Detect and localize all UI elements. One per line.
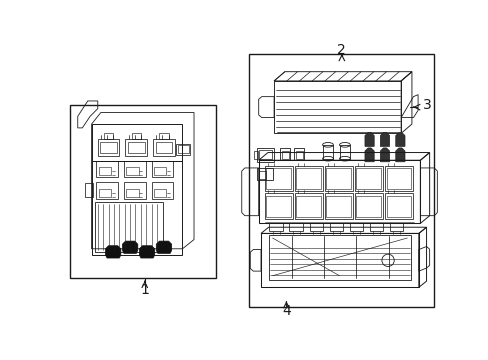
Bar — [123, 182, 145, 199]
Bar — [259, 150, 271, 159]
Bar — [261, 233, 418, 287]
Bar — [249, 54, 433, 307]
Bar — [281, 151, 288, 159]
Bar — [354, 166, 383, 191]
Bar — [266, 168, 290, 189]
Bar — [99, 189, 111, 197]
Bar — [159, 133, 168, 139]
Bar — [293, 148, 304, 160]
Bar — [123, 161, 145, 177]
Bar — [326, 195, 350, 217]
Polygon shape — [395, 148, 404, 162]
Bar — [178, 145, 188, 153]
Polygon shape — [380, 148, 389, 162]
Polygon shape — [364, 148, 373, 162]
Bar — [384, 193, 413, 219]
Bar — [151, 161, 173, 177]
Text: 1: 1 — [140, 283, 149, 297]
Bar — [258, 160, 420, 223]
Bar — [95, 202, 163, 252]
Bar — [259, 171, 265, 179]
Bar — [386, 195, 410, 217]
Bar — [154, 189, 166, 197]
Bar — [356, 168, 380, 189]
Text: 4: 4 — [282, 304, 290, 318]
Bar — [126, 189, 138, 197]
Bar — [96, 161, 118, 177]
Bar — [264, 166, 293, 191]
Polygon shape — [364, 132, 373, 147]
Bar — [354, 193, 383, 219]
Bar — [294, 193, 323, 219]
Text: 2: 2 — [337, 43, 346, 57]
Polygon shape — [156, 241, 171, 253]
Bar — [349, 223, 363, 231]
Bar — [386, 168, 410, 189]
Bar — [295, 151, 302, 159]
Bar — [85, 183, 93, 197]
Bar — [98, 139, 119, 156]
Bar — [268, 235, 410, 280]
Bar — [389, 223, 403, 231]
Bar — [294, 166, 323, 191]
Bar — [151, 182, 173, 199]
Bar — [329, 223, 343, 231]
Polygon shape — [122, 241, 138, 253]
Bar — [127, 142, 144, 153]
Bar — [257, 168, 272, 180]
Bar — [153, 139, 174, 156]
Bar — [264, 193, 293, 219]
Bar — [322, 145, 333, 159]
Bar — [296, 168, 321, 189]
Bar — [154, 167, 166, 175]
Bar — [91, 124, 182, 161]
Bar — [309, 223, 323, 231]
Bar — [99, 167, 111, 175]
Bar — [324, 166, 353, 191]
Polygon shape — [139, 246, 154, 258]
Text: 3: 3 — [422, 98, 431, 112]
Bar — [96, 182, 118, 199]
Bar — [296, 195, 321, 217]
Bar — [176, 144, 190, 154]
Bar — [280, 148, 290, 160]
Bar — [289, 223, 303, 231]
Bar — [266, 195, 290, 217]
Bar — [326, 168, 350, 189]
Polygon shape — [395, 132, 404, 147]
Polygon shape — [105, 246, 121, 258]
Bar — [369, 223, 383, 231]
Bar — [104, 133, 113, 139]
Bar — [356, 195, 380, 217]
Bar — [269, 223, 283, 231]
Bar — [384, 166, 413, 191]
Bar — [91, 161, 182, 255]
Bar — [324, 193, 353, 219]
Bar — [131, 133, 141, 139]
Bar — [155, 142, 172, 153]
Bar — [126, 167, 138, 175]
Bar — [339, 145, 349, 159]
Bar — [257, 148, 274, 162]
Bar — [70, 105, 216, 278]
Polygon shape — [380, 132, 389, 147]
Bar — [125, 139, 147, 156]
Bar — [100, 142, 117, 153]
